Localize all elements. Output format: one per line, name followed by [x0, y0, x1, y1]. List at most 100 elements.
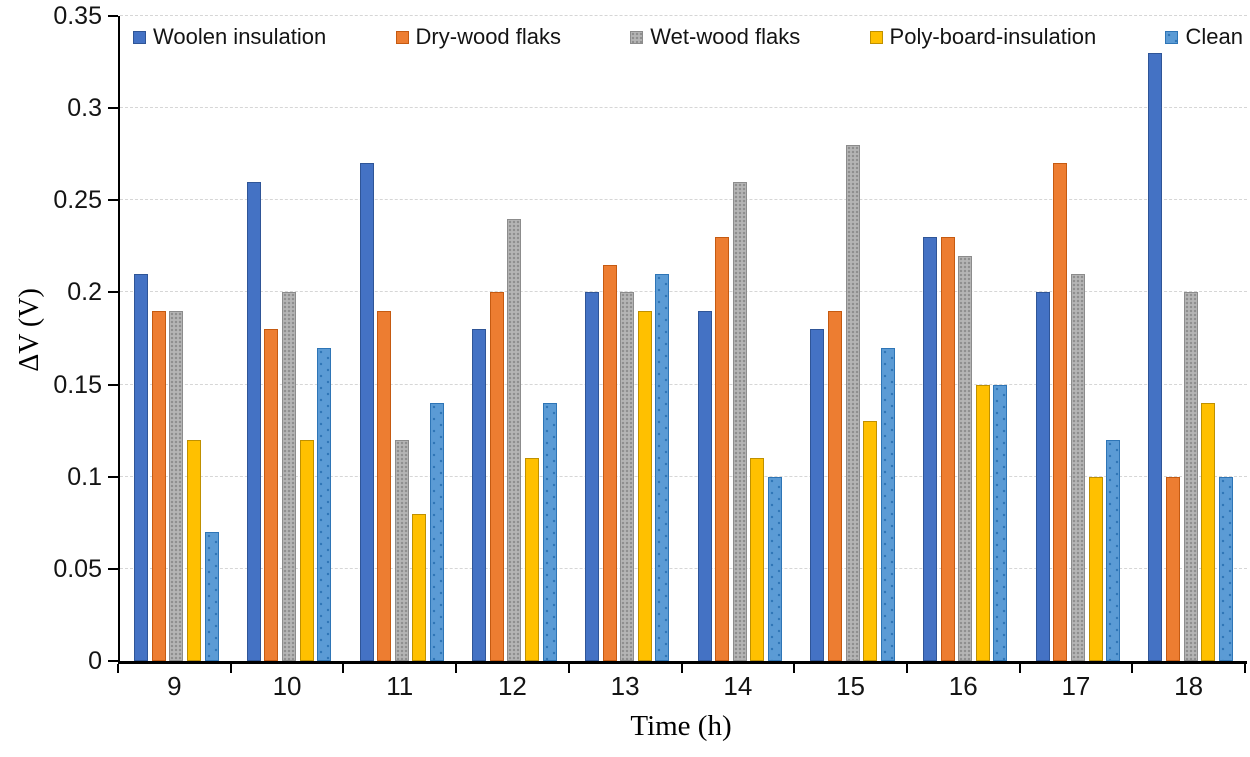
x-tick-label: 10	[272, 671, 302, 701]
y-axis-tick	[108, 15, 118, 17]
bar-woolen-insulation	[472, 329, 487, 661]
x-axis-tick	[1131, 664, 1134, 673]
y-tick-label: 0.25	[53, 186, 102, 215]
y-tick-label: 0.05	[53, 554, 102, 583]
bar-poly-board-insulation	[299, 439, 314, 661]
y-tick-label: 0.1	[67, 462, 102, 491]
x-axis-tick	[1244, 664, 1246, 673]
x-tick-label: 15	[836, 671, 865, 701]
bar-wet-wood-flaks	[845, 145, 860, 661]
legend-item: Woolen insulation	[133, 24, 326, 50]
bar-woolen-insulation	[359, 163, 374, 661]
bar-woolen-insulation	[1148, 52, 1163, 661]
gridline	[120, 199, 1247, 201]
legend-label: Clean	[1185, 24, 1243, 49]
x-axis-tick	[680, 664, 683, 673]
bar-clean	[317, 347, 332, 661]
bar-wet-wood-flaks	[282, 292, 297, 661]
y-axis-tick	[108, 567, 118, 570]
y-tick-label: 0.3	[67, 94, 102, 123]
bar-poly-board-insulation	[186, 439, 201, 661]
bar-clean	[1218, 476, 1233, 661]
x-axis-tick	[1018, 664, 1021, 673]
bar-woolen-insulation	[246, 181, 261, 661]
bar-wet-wood-flaks	[958, 255, 973, 661]
legend-marker-icon	[869, 30, 883, 44]
bar-poly-board-insulation	[1088, 476, 1103, 661]
x-tick-label: 18	[1174, 671, 1204, 701]
bar-dry-wood-flaks	[827, 310, 842, 661]
legend: Woolen insulation Dry-wood flaks Wet-wood …	[133, 24, 1243, 50]
bar-poly-board-insulation	[750, 458, 765, 661]
y-axis-tick	[108, 107, 118, 110]
bar-dry-wood-flaks	[715, 237, 730, 661]
x-tick-label: 14	[723, 671, 753, 701]
bar-clean	[429, 403, 444, 661]
legend-marker-icon	[133, 30, 146, 44]
bar-dry-wood-flaks	[264, 329, 279, 661]
legend-label: Poly-board-insulation	[889, 24, 1097, 49]
y-tick-label: 0	[88, 647, 102, 675]
y-axis-tick	[108, 660, 118, 662]
bar-wet-wood-flaks	[1183, 292, 1198, 661]
gridline	[120, 475, 1247, 477]
legend-label: Woolen insulation	[153, 24, 327, 49]
x-axis-tick	[455, 664, 458, 673]
legend-item: Wet-wood flaks	[630, 24, 800, 50]
x-axis-tick	[117, 664, 119, 673]
x-axis-title: Time (h)	[630, 710, 732, 742]
bar-poly-board-insulation	[637, 310, 652, 661]
bar-woolen-insulation	[584, 292, 599, 661]
bar-poly-board-insulation	[975, 384, 990, 661]
gridline	[120, 15, 1247, 16]
bar-wet-wood-flaks	[169, 310, 184, 661]
y-tick-label: 0.2	[67, 278, 102, 307]
gridline	[120, 567, 1247, 569]
bar-poly-board-insulation	[525, 458, 540, 661]
legend-item: Dry-wood flaks	[395, 24, 562, 50]
y-tick-label: 0.35	[53, 2, 102, 30]
bar-clean	[655, 274, 670, 661]
bar-woolen-insulation	[134, 274, 149, 661]
x-axis-tick	[567, 664, 570, 673]
bar-wet-wood-flaks	[620, 292, 635, 661]
bar-woolen-insulation	[923, 237, 938, 661]
bar-dry-wood-flaks	[940, 237, 955, 661]
bar-wet-wood-flaks	[1070, 274, 1085, 661]
x-tick-label: 9	[167, 671, 182, 701]
legend-label: Wet-wood flaks	[650, 24, 801, 49]
x-axis-tick	[342, 664, 345, 673]
bar-poly-board-insulation	[1201, 403, 1216, 661]
y-axis-tick	[108, 199, 118, 202]
y-tick-label: 0.15	[53, 370, 102, 399]
y-axis-tick	[108, 475, 118, 478]
y-axis-tick	[108, 383, 118, 386]
bar-dry-wood-flaks	[151, 310, 166, 661]
bar-dry-wood-flaks	[489, 292, 504, 661]
x-tick-label: 11	[386, 671, 414, 701]
legend-marker-icon	[395, 30, 409, 44]
bar-clean	[993, 384, 1008, 661]
legend-item: Poly-board-insulation	[869, 24, 1097, 50]
gridline	[120, 107, 1247, 109]
bar-wet-wood-flaks	[507, 218, 522, 661]
x-tick-label: 16	[948, 671, 978, 701]
bar-clean	[768, 476, 783, 661]
legend-marker-icon	[1165, 30, 1179, 44]
plot-area	[118, 15, 1247, 664]
x-axis-tick	[229, 664, 232, 673]
bar-dry-wood-flaks	[1053, 163, 1068, 661]
bar-clean	[542, 403, 557, 661]
gridline	[120, 291, 1247, 293]
bar-clean	[880, 347, 895, 661]
bar-clean	[1106, 439, 1121, 661]
gridline	[120, 383, 1247, 385]
legend-label: Dry-wood flaks	[415, 24, 562, 49]
x-tick-label: 13	[610, 671, 640, 701]
bar-clean	[204, 532, 219, 661]
bar-poly-board-insulation	[863, 421, 878, 661]
x-tick-label: 17	[1061, 671, 1091, 701]
x-axis-tick	[905, 664, 908, 673]
x-axis-tick	[793, 664, 796, 673]
x-tick-label: 12	[497, 671, 527, 701]
